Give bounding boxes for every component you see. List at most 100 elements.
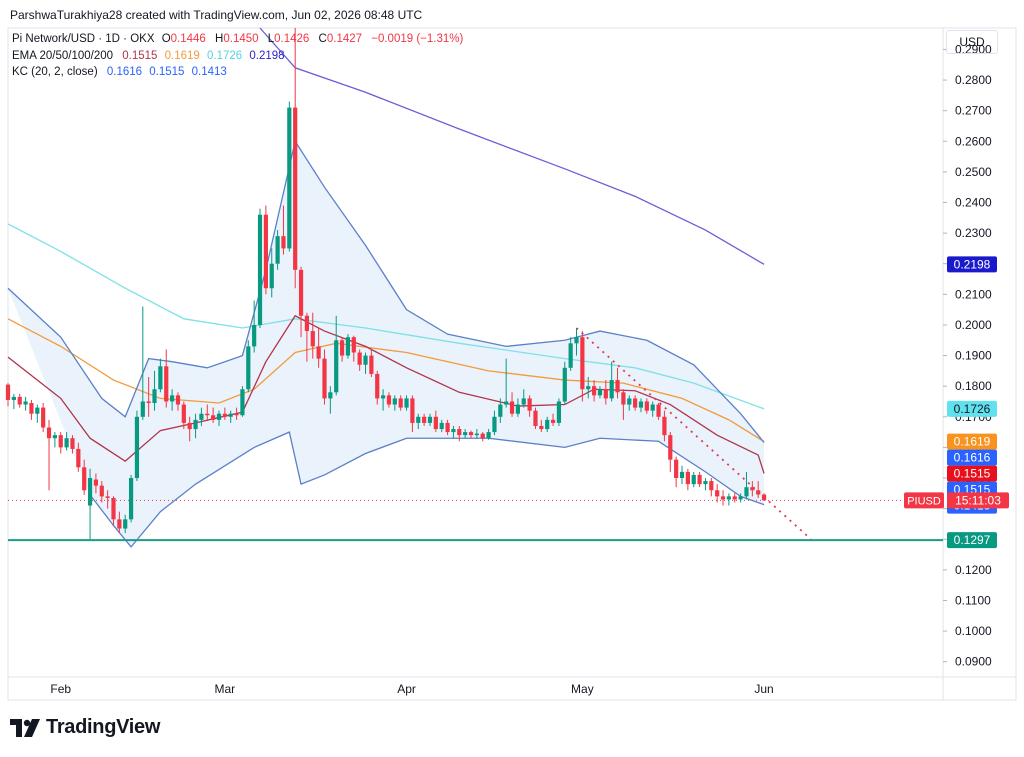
legend-kc-mid: 0.1515 [149, 66, 185, 78]
candle-body [556, 401, 562, 423]
candle-body [310, 331, 315, 347]
candle-body [351, 337, 356, 353]
candle-body [761, 494, 767, 501]
candle-body [164, 366, 169, 402]
candle-body [621, 392, 626, 405]
candle-body [234, 413, 239, 416]
candle-body [82, 467, 87, 491]
legend-kc-label[interactable]: KC (20, 2, close) [12, 66, 98, 78]
candle-body [257, 214, 263, 325]
legend-ema-row: EMA 20/50/100/200 0.1515 0.1619 0.1726 0… [12, 50, 289, 62]
candle-body [492, 416, 497, 433]
candle-body [504, 401, 509, 405]
price-label-text: 0.1616 [954, 451, 991, 465]
legend-ema100: 0.1726 [207, 50, 243, 62]
candle-body [93, 479, 99, 486]
candle-body [322, 358, 327, 399]
symbol-badge [904, 492, 944, 509]
candle-body [87, 478, 93, 506]
candle-body [509, 401, 515, 414]
candle-body [269, 263, 274, 289]
y-tick-label: 0.1800 [955, 379, 992, 393]
candle-body [674, 459, 679, 479]
legend-close-label: C [318, 33, 327, 45]
legend-change: −0.0019 (−1.31%) [371, 33, 464, 45]
candle-body [281, 236, 286, 249]
legend-close: C0.1427 [319, 33, 363, 45]
price-label-badge [947, 400, 997, 417]
candle-body [726, 496, 731, 500]
candle-body [70, 438, 75, 449]
candle-body [715, 490, 720, 497]
candle-body [29, 403, 34, 414]
legend-high: H0.1450 [215, 33, 259, 45]
candle-body [756, 490, 761, 495]
x-tick-label: Feb [50, 682, 71, 696]
y-tick-label: 0.2400 [955, 195, 992, 209]
currency-button[interactable]: USD [946, 30, 998, 54]
candle-body [679, 471, 685, 479]
candle-body [521, 398, 526, 405]
y-tick-label: 0.1100 [955, 593, 991, 607]
candle-body [140, 401, 145, 417]
price-label-text: 0.1297 [954, 533, 991, 547]
candle-body [427, 416, 433, 423]
legend-ema50: 0.1619 [164, 50, 200, 62]
candle-body [662, 416, 667, 436]
candle-body [375, 373, 380, 399]
y-tick-label: 0.2900 [955, 42, 992, 56]
candle-body [316, 346, 321, 359]
ema100-line [7, 223, 765, 410]
candle-body [638, 401, 644, 408]
keltner-channel-fill [8, 141, 765, 547]
candle-body [685, 471, 690, 485]
y-tick-label: 0.2600 [955, 134, 992, 148]
y-tick-label: 0.1000 [955, 624, 992, 638]
candle-body [550, 419, 556, 423]
candle-body [451, 429, 456, 433]
legend-ema-label[interactable]: EMA 20/50/100/200 [12, 50, 114, 62]
candle-body [591, 386, 597, 396]
candle-body [392, 398, 397, 405]
candle-body [439, 422, 444, 430]
candle-body [416, 416, 421, 423]
candle-body [527, 398, 532, 411]
y-tick-label: 0.1900 [955, 349, 992, 363]
candle-body [117, 519, 122, 529]
candle-body [228, 413, 233, 417]
candle-body [433, 416, 438, 430]
candle-body [398, 398, 403, 408]
candle-body [615, 380, 620, 393]
legend-kc-row: KC (20, 2, close) 0.1616 0.1515 0.1413 [12, 66, 231, 78]
candle-body [738, 496, 743, 500]
candle-body [586, 386, 591, 390]
candle-body [580, 337, 585, 390]
candle-body [545, 419, 550, 430]
candle-body [246, 346, 251, 390]
candle-body [146, 401, 151, 404]
chart-caption: ParshwaTurakhiya28 created with TradingV… [10, 8, 423, 22]
candle-body [76, 448, 81, 468]
symbol-badge-text: PIUSD [907, 495, 941, 507]
candle-body [603, 389, 608, 399]
candle-body [468, 432, 474, 436]
candle-body [298, 269, 304, 316]
candle-body [515, 404, 521, 414]
candle-body [650, 404, 655, 411]
legend-symbol[interactable]: Pi Network/USD · 1D · OKX [12, 33, 155, 45]
keltner-upper-line [7, 139, 765, 443]
candle-body [457, 429, 462, 436]
price-label-text: 0.1515 [954, 467, 991, 481]
legend-low: L0.1426 [268, 33, 310, 45]
legend-open: O0.1446 [162, 33, 206, 45]
candle-body [474, 433, 479, 436]
candle-body [134, 416, 140, 479]
candle-body [240, 389, 245, 416]
candle-body [334, 340, 339, 393]
candle-body [64, 438, 69, 448]
legend-high-value: 0.1450 [223, 33, 259, 45]
legend-low-label: L [267, 33, 275, 45]
tradingview-logo: TradingView [10, 716, 160, 739]
candle-body [410, 398, 415, 423]
